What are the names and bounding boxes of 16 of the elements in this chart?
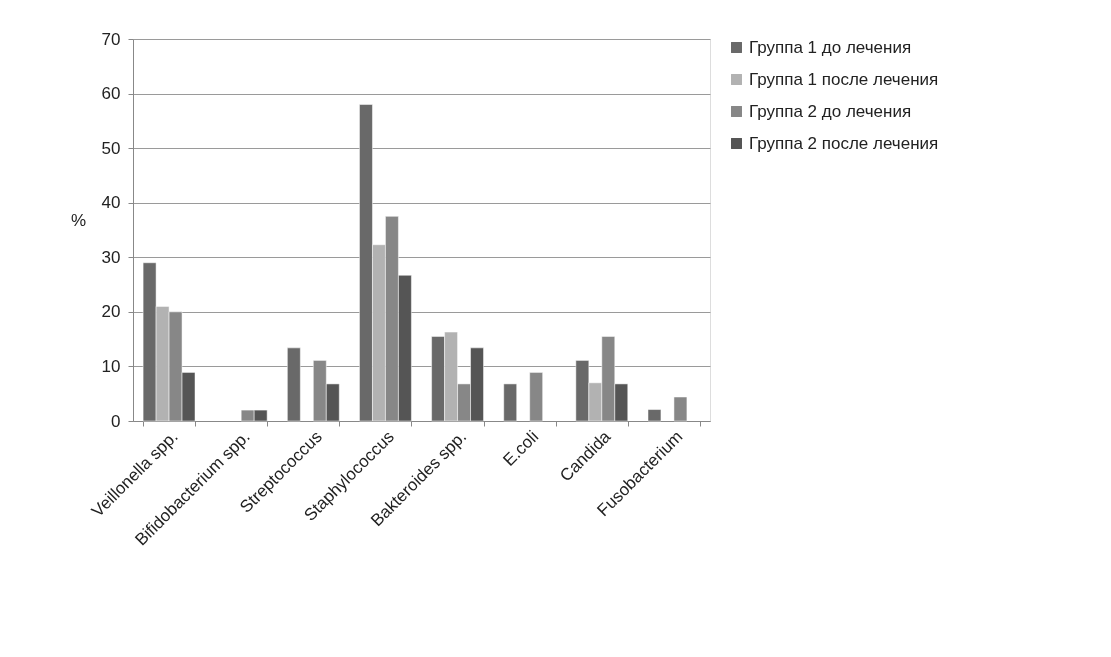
- bar: [287, 347, 301, 422]
- y-tick-label: 60: [101, 84, 121, 104]
- y-tick-label: 30: [101, 247, 121, 267]
- y-tick-label: 70: [101, 29, 121, 49]
- y-tick-label: 0: [111, 411, 121, 431]
- y-axis-title: %: [70, 210, 87, 230]
- bar: [503, 383, 517, 422]
- legend-label: Группа 1 до лечения: [749, 37, 912, 57]
- legend-label: Группа 1 после лечения: [749, 69, 939, 89]
- y-tick-label: 10: [101, 356, 121, 376]
- y-tick-label: 40: [101, 193, 121, 213]
- legend-label: Группа 2 до лечения: [749, 101, 912, 121]
- bar: [647, 409, 662, 422]
- legend-label: Группа 2 после лечения: [749, 133, 939, 153]
- y-tick-label: 20: [101, 302, 121, 322]
- y-tick-label: 50: [101, 138, 121, 158]
